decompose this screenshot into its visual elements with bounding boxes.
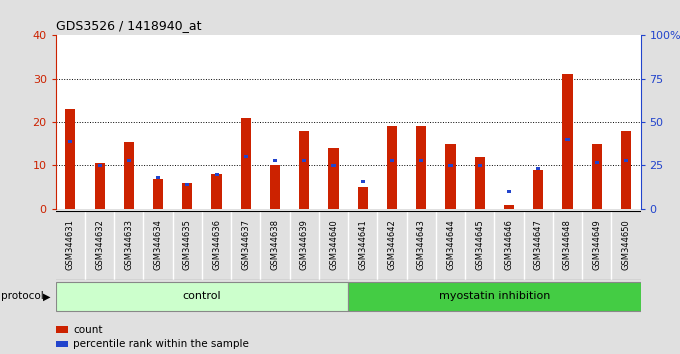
Text: GSM344648: GSM344648 [563, 219, 572, 270]
Text: GSM344632: GSM344632 [95, 219, 104, 270]
Text: GSM344649: GSM344649 [592, 219, 601, 270]
Text: GSM344640: GSM344640 [329, 219, 338, 270]
Text: GSM344644: GSM344644 [446, 219, 455, 270]
Bar [126, 159, 131, 162]
Bar [124, 142, 134, 209]
Text: count: count [73, 325, 103, 335]
Bar [504, 205, 514, 209]
Text: protocol: protocol [1, 291, 44, 302]
Text: GSM344631: GSM344631 [66, 219, 75, 270]
Bar [507, 190, 511, 193]
Text: GSM344637: GSM344637 [241, 219, 250, 270]
Bar [358, 187, 368, 209]
Bar [243, 155, 248, 158]
Text: percentile rank within the sample: percentile rank within the sample [73, 339, 250, 349]
Bar [68, 140, 73, 143]
Bar [592, 144, 602, 209]
Text: GSM344634: GSM344634 [154, 219, 163, 270]
Text: GSM344638: GSM344638 [271, 219, 279, 270]
Bar [477, 164, 482, 167]
Bar [445, 144, 456, 209]
Bar [299, 131, 309, 209]
Bar [97, 164, 102, 167]
Text: GSM344645: GSM344645 [475, 219, 484, 270]
Bar [65, 109, 75, 209]
Bar [156, 176, 160, 179]
Bar [416, 126, 426, 209]
Text: GSM344643: GSM344643 [417, 219, 426, 270]
Text: GSM344647: GSM344647 [534, 219, 543, 270]
Bar [387, 126, 397, 209]
Bar [475, 157, 485, 209]
Bar [536, 167, 541, 171]
Text: GSM344633: GSM344633 [124, 219, 133, 270]
Bar [273, 159, 277, 162]
Bar [624, 159, 628, 162]
Text: GDS3526 / 1418940_at: GDS3526 / 1418940_at [56, 19, 201, 32]
Bar [594, 160, 599, 164]
Bar [211, 174, 222, 209]
Bar [185, 183, 190, 186]
Text: GSM344641: GSM344641 [358, 219, 367, 270]
Bar [302, 159, 307, 162]
Bar [390, 159, 394, 162]
Bar [565, 138, 570, 141]
Bar [562, 74, 573, 209]
Bar [328, 148, 339, 209]
Bar [241, 118, 251, 209]
Bar [360, 179, 365, 183]
Text: myostatin inhibition: myostatin inhibition [439, 291, 550, 302]
Bar [331, 164, 336, 167]
Bar [182, 183, 192, 209]
Text: GSM344642: GSM344642 [388, 219, 396, 270]
Bar [419, 159, 424, 162]
Text: GSM344639: GSM344639 [300, 219, 309, 270]
Text: GSM344636: GSM344636 [212, 219, 221, 270]
Bar [270, 165, 280, 209]
Bar [153, 178, 163, 209]
Bar [56, 282, 348, 310]
Text: GSM344650: GSM344650 [622, 219, 630, 270]
Text: ▶: ▶ [43, 291, 50, 302]
Text: GSM344646: GSM344646 [505, 219, 513, 270]
Text: control: control [183, 291, 221, 302]
Bar [214, 173, 219, 176]
Bar [95, 163, 105, 209]
Bar [348, 282, 641, 310]
Bar [533, 170, 543, 209]
Text: GSM344635: GSM344635 [183, 219, 192, 270]
Bar [621, 131, 631, 209]
Bar [448, 164, 453, 167]
